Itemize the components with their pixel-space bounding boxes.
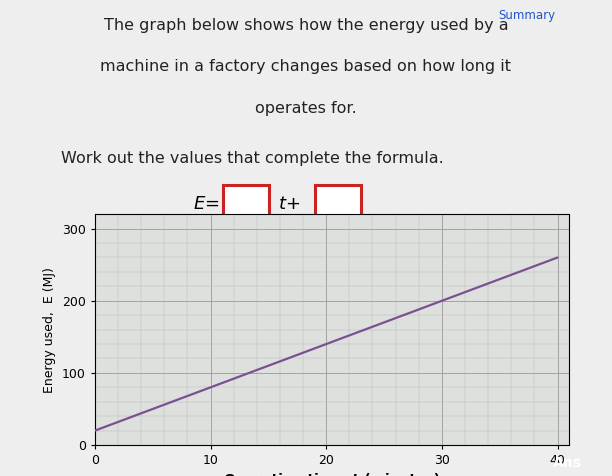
Text: Summary: Summary <box>498 9 555 22</box>
X-axis label: Operating time, t (minutes): Operating time, t (minutes) <box>224 473 440 476</box>
Text: Ans: Ans <box>553 456 582 470</box>
Text: machine in a factory changes based on how long it: machine in a factory changes based on ho… <box>100 59 512 74</box>
Text: The graph below shows how the energy used by a: The graph below shows how the energy use… <box>103 18 509 32</box>
Y-axis label: Energy used,  E (MJ): Energy used, E (MJ) <box>43 267 56 393</box>
FancyBboxPatch shape <box>315 185 361 222</box>
Text: $t\!+$: $t\!+$ <box>278 195 301 213</box>
Text: $E\!=\!$: $E\!=\!$ <box>193 195 220 213</box>
FancyBboxPatch shape <box>223 185 269 222</box>
Text: Work out the values that complete the formula.: Work out the values that complete the fo… <box>61 151 444 166</box>
Text: operates for.: operates for. <box>255 101 357 116</box>
